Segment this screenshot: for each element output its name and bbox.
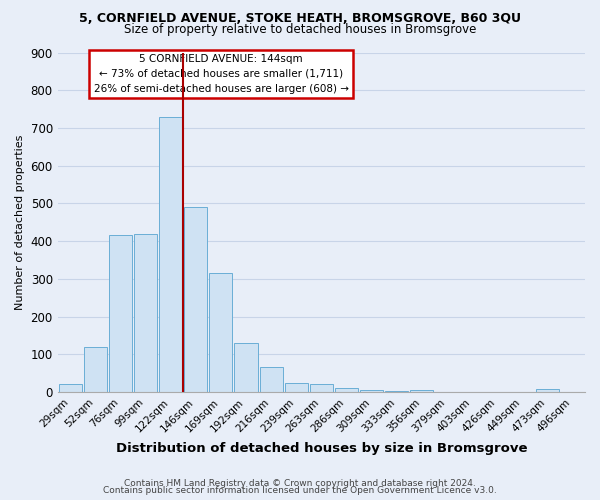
Bar <box>59 384 82 392</box>
Text: 5 CORNFIELD AVENUE: 144sqm
← 73% of detached houses are smaller (1,711)
26% of s: 5 CORNFIELD AVENUE: 144sqm ← 73% of deta… <box>94 54 349 94</box>
Bar <box>159 116 182 392</box>
Bar <box>209 273 232 392</box>
Bar <box>536 389 559 392</box>
Text: Size of property relative to detached houses in Bromsgrove: Size of property relative to detached ho… <box>124 22 476 36</box>
X-axis label: Distribution of detached houses by size in Bromsgrove: Distribution of detached houses by size … <box>116 442 527 455</box>
Bar <box>235 343 257 392</box>
Bar <box>385 391 408 392</box>
Bar <box>109 236 132 392</box>
Bar <box>260 368 283 392</box>
Bar <box>284 382 308 392</box>
Bar <box>410 390 433 392</box>
Bar <box>184 207 208 392</box>
Bar <box>134 234 157 392</box>
Bar <box>310 384 333 392</box>
Text: 5, CORNFIELD AVENUE, STOKE HEATH, BROMSGROVE, B60 3QU: 5, CORNFIELD AVENUE, STOKE HEATH, BROMSG… <box>79 12 521 26</box>
Bar <box>360 390 383 392</box>
Text: Contains public sector information licensed under the Open Government Licence v3: Contains public sector information licen… <box>103 486 497 495</box>
Y-axis label: Number of detached properties: Number of detached properties <box>15 134 25 310</box>
Text: Contains HM Land Registry data © Crown copyright and database right 2024.: Contains HM Land Registry data © Crown c… <box>124 478 476 488</box>
Bar <box>84 346 107 392</box>
Bar <box>335 388 358 392</box>
